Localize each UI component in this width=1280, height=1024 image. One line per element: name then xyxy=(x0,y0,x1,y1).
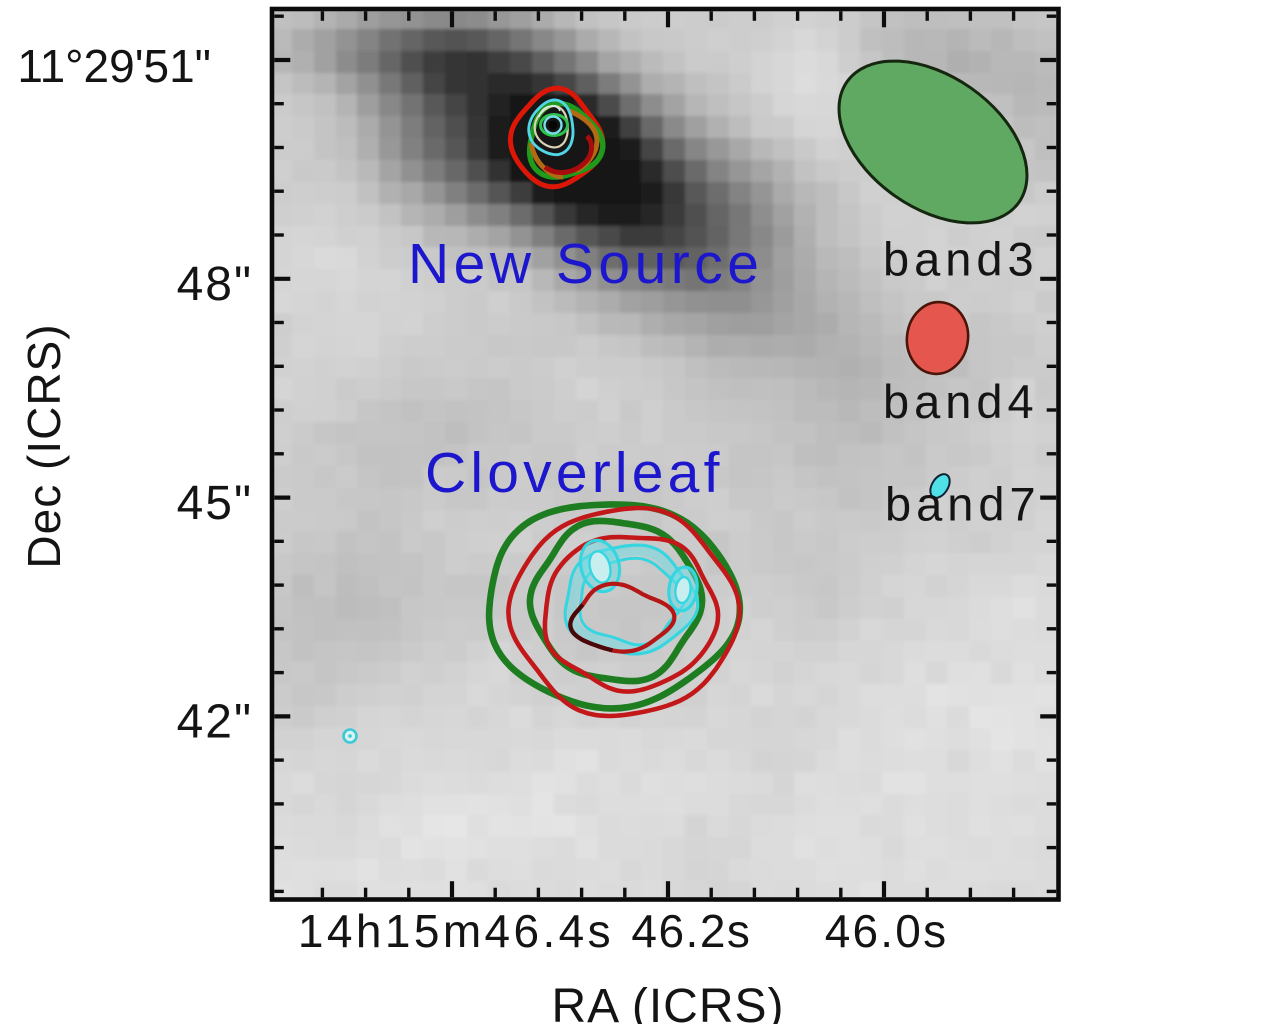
svg-text:band4: band4 xyxy=(883,375,1039,428)
svg-text:48": 48" xyxy=(177,258,253,311)
svg-text:14h15m46.4s: 14h15m46.4s xyxy=(298,905,614,957)
svg-text:Cloverleaf: Cloverleaf xyxy=(425,441,724,505)
svg-text:42": 42" xyxy=(177,696,253,749)
svg-text:46.0s: 46.0s xyxy=(825,905,949,957)
svg-text:band3: band3 xyxy=(883,233,1039,286)
svg-text:45": 45" xyxy=(177,477,253,530)
svg-text:46.2s: 46.2s xyxy=(631,905,751,957)
svg-text:band7: band7 xyxy=(885,478,1041,531)
svg-text:Dec (ICRS): Dec (ICRS) xyxy=(18,323,70,568)
svg-text:RA (ICRS): RA (ICRS) xyxy=(551,980,784,1024)
svg-text:New Source: New Source xyxy=(408,232,763,296)
svg-text:11°29'51": 11°29'51" xyxy=(17,40,211,92)
